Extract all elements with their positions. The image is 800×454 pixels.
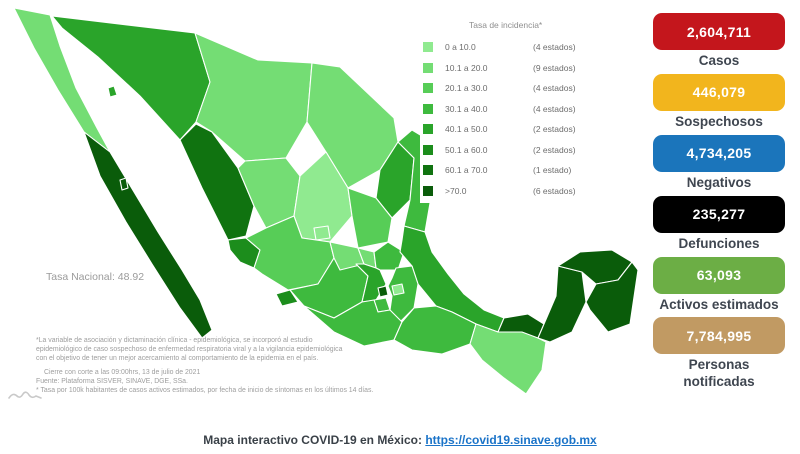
island-icon (119, 177, 129, 191)
state-colima (275, 289, 299, 307)
state-guerrero (303, 299, 403, 347)
legend-swatch-icon (423, 42, 433, 53)
legend-row: 0 a 10.0 (4 estados) (423, 37, 576, 58)
footnote-line: con el objetivo de tener un mejor acerca… (36, 355, 319, 363)
personas-value: 7,784,995 (686, 327, 752, 344)
legend-count: (9 estados) (533, 62, 576, 73)
casos-label: Casos (698, 53, 740, 68)
negativos-value: 4,734,205 (686, 145, 752, 162)
legend-swatch-icon (423, 83, 433, 94)
squiggle-logo-icon (8, 391, 42, 399)
legend-swatch-icon (423, 124, 433, 135)
legend-row: 20.1 a 30.0 (4 estados) (423, 78, 576, 99)
legend-swatch-icon (423, 62, 433, 73)
footnote-rate-note: * Tasa por 100k habitantes de casos acti… (36, 386, 374, 394)
personas-badge: 7,784,995 (653, 317, 785, 355)
legend-count: (6 estados) (533, 185, 576, 196)
legend-count: (4 estados) (533, 103, 576, 114)
legend-count: (4 estados) (533, 83, 576, 94)
sospechosos-label: Sospechosos (675, 113, 763, 129)
stat-casos: 2,604,711 Casos (653, 13, 785, 70)
state-campeche (537, 265, 587, 343)
footnotes: *La variable de asociación y dictaminaci… (36, 336, 404, 395)
state-hidalgo (373, 241, 405, 271)
incidence-legend: Tasa de incidencia* 0 a 10.0 (4 estados)… (420, 18, 580, 203)
legend-count: (2 estados) (533, 124, 576, 135)
legend-row: 50.1 a 60.0 (2 estados) (423, 140, 576, 161)
footnote-line: epidemiológico de caso sospechoso de enf… (36, 346, 343, 354)
state-cdmx (377, 285, 389, 298)
activos-label: Activos estimados (659, 296, 779, 312)
footer: Mapa interactivo COVID-19 en México: htt… (0, 433, 800, 447)
defunciones-value: 235,277 (692, 206, 746, 223)
legend-range: 10.1 a 20.0 (445, 62, 488, 73)
activos-badge: 63,093 (653, 256, 785, 294)
legend-swatch-icon (423, 185, 433, 196)
state-guanajuato (329, 241, 365, 271)
negativos-badge: 4,734,205 (653, 134, 785, 172)
footnote-source: Fuente: Plataforma SISVER, SINAVE, DGE, … (36, 377, 188, 385)
legend-range: 50.1 a 60.0 (445, 144, 488, 155)
stat-sospechosos: 446,079 Sospechosos (653, 73, 785, 131)
legend-row: 60.1 a 70.0 (1 estado) (423, 160, 576, 181)
casos-value: 2,604,711 (686, 23, 752, 40)
legend-count: (4 estados) (533, 42, 576, 53)
stat-defunciones: 235,277 Defunciones (653, 195, 785, 253)
state-tlaxcala (391, 283, 405, 296)
legend-swatch-icon (423, 165, 433, 176)
negativos-label: Negativos (686, 174, 752, 190)
stat-negativos: 4,734,205 Negativos (653, 134, 785, 192)
personas-label: Personas notificadas (683, 357, 755, 390)
defunciones-label: Defunciones (678, 235, 760, 251)
sospechosos-badge: 446,079 (653, 73, 785, 111)
legend-range: 60.1 a 70.0 (445, 165, 488, 176)
legend-swatch-icon (423, 144, 433, 155)
legend-range: 20.1 a 30.0 (445, 83, 488, 94)
state-baja-california-sur (83, 131, 213, 339)
state-baja-california (13, 7, 111, 153)
sospechosos-value: 446,079 (692, 84, 746, 101)
mexico-map (13, 7, 639, 395)
island-icon (107, 85, 118, 98)
legend-range: 0 a 10.0 (445, 42, 476, 53)
legend-range: >70.0 (445, 185, 467, 196)
legend-count: (2 estados) (533, 144, 576, 155)
defunciones-badge: 235,277 (653, 195, 785, 233)
state-sonora (51, 15, 211, 141)
activos-value: 63,093 (696, 267, 742, 283)
legend-swatch-icon (423, 103, 433, 114)
legend-row: >70.0 (6 estados) (423, 181, 576, 202)
legend-range: 40.1 a 50.0 (445, 124, 488, 135)
legend-title: Tasa de incidencia* (469, 20, 543, 30)
footnote-cutoff: Cierre con corte a las 09:00hrs, 13 de j… (44, 368, 201, 376)
legend-range: 30.1 a 40.0 (445, 103, 488, 114)
footnote-line: *La variable de asociación y dictaminaci… (36, 337, 313, 344)
legend-row: 40.1 a 50.0 (2 estados) (423, 119, 576, 140)
stats-panel: 2,604,711 Casos 446,079 Sospechosos 4,73… (653, 13, 785, 395)
legend-row: 30.1 a 40.0 (4 estados) (423, 99, 576, 120)
state-aguascalientes (313, 225, 331, 241)
footer-text: Mapa interactivo COVID-19 en México: (203, 433, 422, 447)
stat-personas-notificadas: 7,784,995 Personas notificadas (653, 317, 785, 391)
state-quintana-roo (585, 261, 639, 333)
sinave-link[interactable]: https://covid19.sinave.gob.mx (425, 433, 597, 447)
casos-badge: 2,604,711 (653, 13, 785, 50)
legend-row: 10.1 a 20.0 (9 estados) (423, 58, 576, 79)
stat-activos-estimados: 63,093 Activos estimados (653, 256, 785, 314)
national-rate: Tasa Nacional: 48.92 (46, 271, 145, 283)
legend-count: (1 estado) (533, 165, 572, 176)
